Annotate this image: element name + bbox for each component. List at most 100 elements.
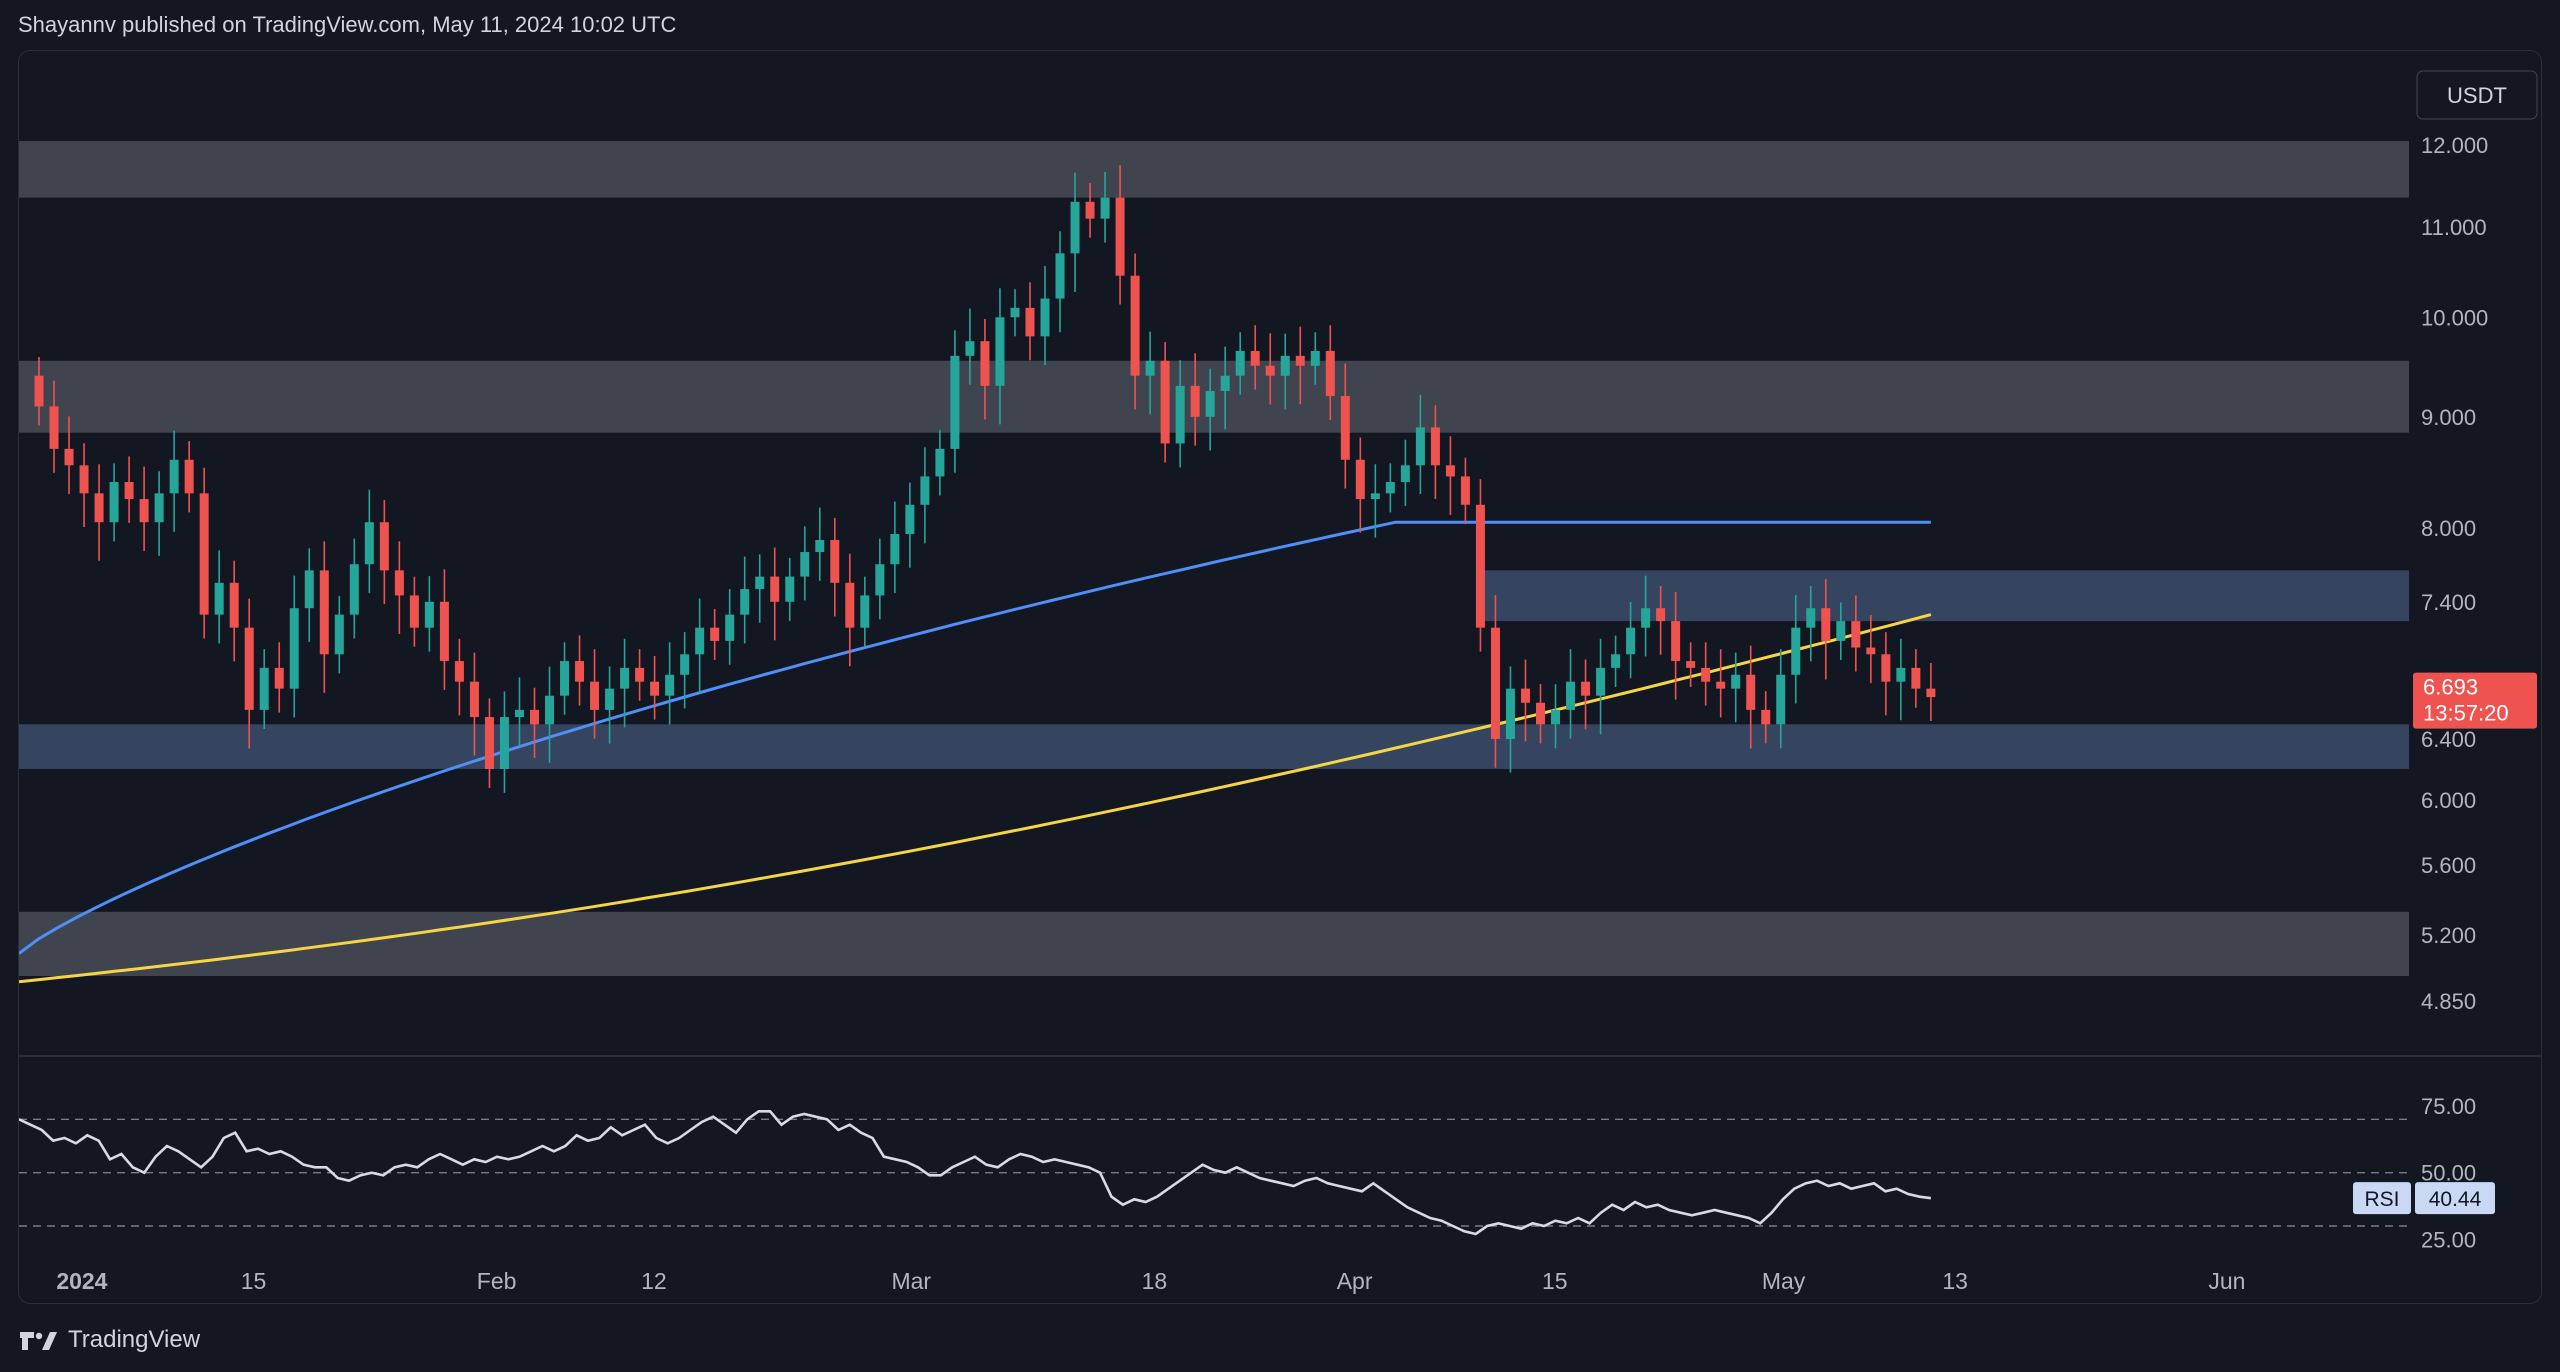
candle-body — [1671, 621, 1681, 662]
candle-body — [680, 654, 690, 675]
time-tick-label: 15 — [241, 1268, 267, 1294]
candle-body — [1115, 197, 1125, 276]
candle-body — [124, 482, 134, 500]
time-axis: 2024 15 Feb 12 Mar 18 Apr 15 May 13 Jun — [56, 1268, 2245, 1294]
rsi-name-badge — [2353, 1182, 2411, 1215]
last-price-badge — [2413, 672, 2537, 729]
price-tick-label: 11.000 — [2421, 215, 2487, 240]
candle-body — [950, 355, 960, 449]
candle-body — [229, 582, 239, 628]
candle-body — [514, 709, 524, 718]
candle-body — [1055, 253, 1065, 299]
candle-body — [469, 681, 479, 718]
moving-average-blue — [19, 520, 1931, 955]
candle-body — [109, 482, 119, 523]
candle-body — [1385, 482, 1395, 494]
candle-body — [695, 627, 705, 655]
candle-body — [1130, 275, 1140, 376]
candle-body — [1250, 350, 1260, 366]
time-tick-label: 13 — [1942, 1268, 1968, 1294]
candle-body — [1821, 608, 1831, 641]
price-chart-svg[interactable]: USDT12.00011.00010.0009.0008.0007.4006.8… — [19, 51, 2541, 1303]
rsi-tick-label: 50.00 — [2421, 1161, 2476, 1186]
candle-body — [710, 627, 720, 641]
candle-body — [1355, 459, 1365, 500]
candle-body — [214, 582, 224, 615]
candle-body — [725, 614, 735, 641]
candle-body — [1746, 674, 1756, 710]
currency-label: USDT — [2447, 83, 2507, 108]
candle-body — [1295, 355, 1305, 366]
candle-body — [94, 493, 104, 523]
time-tick-label: 18 — [1142, 1268, 1168, 1294]
price-tick-label: 6.400 — [2421, 727, 2476, 752]
price-tick-label: 6.000 — [2421, 788, 2476, 813]
candle-body — [1490, 627, 1500, 739]
moving-average-yellow — [19, 613, 1932, 984]
candle-body — [1100, 197, 1110, 219]
rsi-tick-label: 75.00 — [2421, 1094, 2476, 1119]
time-tick-label: 2024 — [56, 1268, 107, 1294]
candle-body — [319, 570, 329, 655]
candle-body — [1731, 674, 1741, 689]
candle-body — [1761, 709, 1771, 725]
candle-body — [334, 614, 344, 655]
candle-body — [499, 717, 509, 769]
candle-body — [1520, 688, 1530, 703]
candle-body — [905, 504, 915, 535]
candle-body — [34, 375, 44, 407]
time-tick-label: Jun — [2208, 1268, 2245, 1294]
rsi-value-label: 40.44 — [2429, 1188, 2482, 1211]
candle-body — [379, 522, 389, 571]
price-tick-label: 5.600 — [2421, 853, 2476, 878]
candle-body — [1626, 627, 1636, 655]
candle-body — [49, 406, 59, 449]
time-tick-label: May — [1762, 1268, 1806, 1294]
candle-body — [1656, 608, 1666, 622]
zone-3 — [1483, 570, 2409, 622]
candle-body — [935, 448, 945, 477]
moving-averages — [19, 520, 1932, 984]
chart-frame[interactable]: USDT12.00011.00010.0009.0008.0007.4006.8… — [18, 50, 2542, 1304]
candle-body — [349, 564, 359, 615]
candle-body — [965, 341, 975, 356]
rsi-name-label: RSI — [2364, 1188, 2399, 1211]
candle-body — [454, 661, 464, 682]
candle-body — [244, 627, 254, 710]
candle-body — [890, 534, 900, 565]
candle-body — [184, 459, 194, 494]
price-axis: USDT12.00011.00010.0009.0008.0007.4006.8… — [2413, 70, 2538, 1014]
candle-body — [1596, 667, 1606, 696]
candle-body — [1160, 360, 1170, 444]
candle-body — [635, 667, 645, 682]
candle-body — [1265, 365, 1275, 376]
rsi-line — [19, 1110, 1932, 1236]
footer: TradingView — [18, 1322, 200, 1358]
candle-body — [1325, 350, 1335, 397]
candle-body — [1866, 647, 1876, 655]
candle-body — [830, 540, 840, 583]
candles — [34, 165, 1936, 793]
zone-5 — [19, 911, 2409, 977]
time-tick-label: Apr — [1337, 1268, 1373, 1294]
price-tick-label: 9.000 — [2421, 405, 2476, 430]
candle-body — [1460, 476, 1470, 505]
candle-body — [289, 608, 299, 689]
candle-body — [800, 552, 810, 577]
tradingview-logo-icon — [20, 1332, 57, 1350]
candle-body — [620, 667, 630, 689]
candle-body — [1145, 360, 1155, 376]
candle-body — [1370, 493, 1380, 500]
candle-body — [875, 564, 885, 596]
candle-body — [1415, 427, 1425, 466]
candle-body — [1190, 385, 1200, 417]
candle-body — [815, 540, 825, 553]
candle-body — [755, 576, 765, 590]
candle-body — [1310, 350, 1320, 366]
published-header: Shayannv published on TradingView.com, M… — [18, 12, 677, 37]
candle-body — [1881, 654, 1891, 682]
price-tick-label: 5.200 — [2421, 923, 2476, 948]
candle-body — [154, 493, 164, 523]
candle-body — [1205, 390, 1215, 417]
candle-body — [560, 661, 570, 696]
